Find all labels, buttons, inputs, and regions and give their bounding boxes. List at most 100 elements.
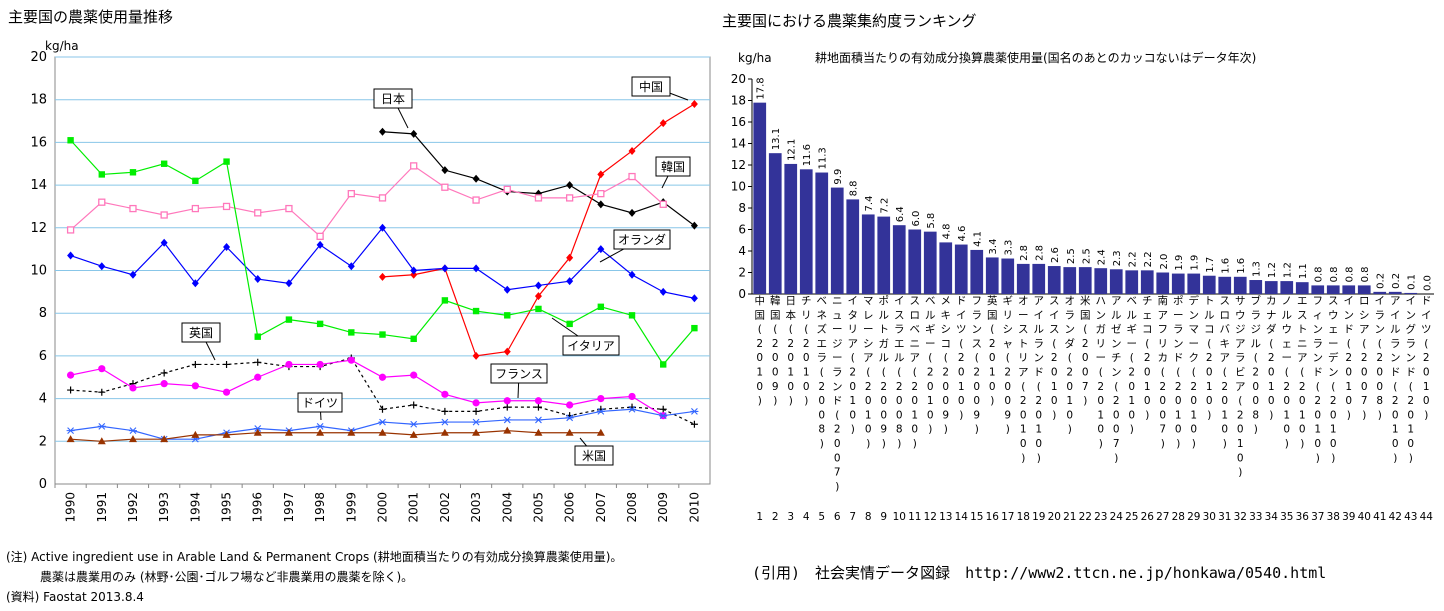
y-tick-label: 8 [738, 201, 746, 215]
y-axis-unit: kg/ha [45, 39, 79, 53]
data-point [66, 226, 75, 234]
data-point [503, 416, 512, 424]
data-point [160, 435, 169, 443]
y-tick-label: 16 [30, 135, 47, 150]
data-point [285, 279, 293, 288]
data-label: 0.8 [1314, 266, 1325, 282]
callout-box [655, 156, 691, 177]
data-label: 4.6 [957, 226, 968, 242]
x-tick-label: 2004 [500, 492, 514, 523]
bar [861, 214, 875, 294]
data-label: 11.3 [818, 147, 829, 169]
data-point [223, 360, 231, 368]
category-label: カナダ(2 0 1 0) [1266, 295, 1277, 421]
data-point [191, 430, 200, 438]
data-point [191, 360, 199, 368]
bar [1311, 285, 1325, 294]
data-point [441, 166, 449, 175]
series-4 [67, 137, 698, 368]
data-point [222, 202, 231, 211]
category-label: ハンガリー(2 0 1 0) [1096, 295, 1107, 450]
data-point [67, 137, 74, 144]
data-point [472, 351, 480, 360]
data-point [316, 320, 324, 328]
data-point [659, 412, 668, 420]
bar [784, 163, 798, 294]
series-label-5: 英国 [181, 322, 221, 361]
data-point [472, 196, 480, 204]
category-label: ロシア(2 0 0 7) [1359, 295, 1370, 421]
bar [1016, 263, 1030, 294]
bar [1357, 285, 1371, 294]
data-point [628, 405, 637, 413]
data-point [504, 312, 511, 319]
rank-label: 39 [1342, 511, 1355, 523]
category-label: ニュージーランド(2 0 0 7) [832, 295, 843, 493]
rank-label: 12 [924, 511, 937, 523]
data-label: 0.8 [1345, 266, 1356, 282]
rank-label: 42 [1389, 511, 1402, 523]
bar [768, 153, 782, 294]
data-point [254, 373, 262, 381]
bar [985, 257, 999, 294]
rank-label: 41 [1373, 511, 1386, 523]
data-point [285, 316, 293, 323]
category-label: 韓国(2 0 0 9) [770, 295, 781, 407]
data-label: 2.8 [1019, 245, 1030, 261]
bar [954, 244, 968, 294]
series-label-8: 米国 [574, 437, 614, 466]
bar [1125, 270, 1139, 294]
data-point [410, 401, 418, 409]
data-point [534, 416, 543, 424]
footnote-scope: 農薬は農業用のみ (林野･公園･ゴルフ場など非農業用の農薬を除く)。 [40, 570, 414, 584]
bar [1109, 269, 1123, 294]
rank-label: 21 [1063, 511, 1076, 523]
data-label: 0.2 [1376, 273, 1387, 289]
data-label: 2.2 [1128, 251, 1139, 267]
data-label: 0.8 [1360, 266, 1371, 282]
x-tick-label: 2001 [407, 492, 421, 523]
data-point [596, 428, 605, 436]
x-tick-label: 1991 [95, 492, 109, 523]
data-point [67, 251, 75, 260]
y-tick-label: 16 [731, 115, 746, 129]
rank-label: 40 [1358, 511, 1371, 523]
y-tick-label: 6 [39, 349, 47, 364]
data-point [222, 430, 231, 438]
category-label: チリ(2 0 1 0) [801, 295, 812, 407]
series-3 [67, 223, 698, 303]
series-label-7: ドイツ [297, 392, 343, 421]
left-chart-title: 主要国の農薬使用量推移 [8, 8, 174, 26]
category-label: フィンランド(2 0 1 0) [1313, 295, 1324, 464]
data-point [659, 405, 667, 413]
data-point [440, 428, 449, 436]
y-tick-label: 20 [731, 72, 746, 86]
rank-label: 20 [1048, 511, 1061, 523]
data-point [690, 408, 699, 415]
y-tick-label: 4 [39, 392, 47, 407]
data-point [503, 403, 511, 411]
data-point [503, 426, 512, 434]
rank-label: 13 [939, 511, 952, 523]
category-label: メキシコ(2 0 0 9) [941, 295, 952, 436]
data-label: 0.0 [1422, 275, 1433, 291]
data-point [129, 270, 137, 279]
rank-label: 17 [1001, 511, 1014, 523]
data-point [98, 171, 105, 178]
x-tick-label: 2005 [531, 492, 545, 523]
right-chart-title: 主要国における農薬集約度ランキング [722, 12, 977, 30]
data-point [566, 401, 574, 409]
category-label: スウェーデン(2 0 1 0) [1328, 295, 1339, 464]
rank-label: 11 [908, 511, 921, 523]
data-point [690, 420, 698, 428]
data-point [254, 333, 261, 340]
data-label: 5.8 [926, 213, 937, 229]
data-label: 9.9 [833, 169, 844, 185]
data-label: 2.2 [1143, 251, 1154, 267]
data-point [503, 185, 511, 194]
rank-label: 32 [1234, 511, 1247, 523]
bar [830, 187, 844, 294]
bar [1233, 276, 1247, 294]
data-label: 2.3 [1112, 250, 1123, 266]
bar [753, 102, 767, 295]
